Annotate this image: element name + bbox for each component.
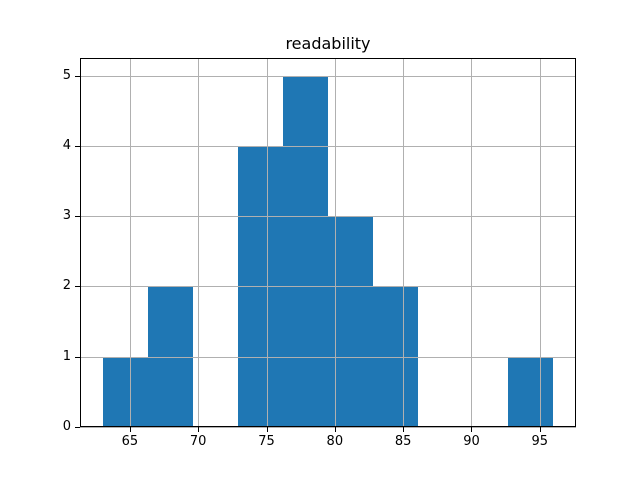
histogram-bar <box>508 356 554 427</box>
y-tick-mark <box>75 427 80 428</box>
y-tick-label: 4 <box>62 137 71 153</box>
histogram-bar <box>282 75 328 427</box>
y-tick-label: 5 <box>62 67 71 83</box>
x-tick-label: 95 <box>531 434 549 449</box>
histogram-bar <box>147 286 193 427</box>
y-gridline <box>80 357 576 358</box>
y-tick-mark <box>75 76 80 77</box>
y-tick-label: 3 <box>62 208 71 224</box>
y-gridline <box>80 427 576 428</box>
y-tick-mark <box>75 357 80 358</box>
x-gridline <box>267 58 268 427</box>
y-gridline <box>80 216 576 217</box>
x-tick-mark <box>267 427 268 432</box>
histogram-bar <box>373 286 419 427</box>
y-tick-mark <box>75 286 80 287</box>
x-tick-mark <box>540 427 541 432</box>
x-tick-label: 90 <box>463 434 480 449</box>
x-tick-label: 75 <box>258 434 275 449</box>
y-tick-label: 0 <box>62 419 71 434</box>
chart-title: readability <box>285 34 371 53</box>
x-gridline <box>130 58 131 427</box>
x-tick-mark <box>471 427 472 432</box>
x-tick-mark <box>403 427 404 432</box>
x-tick-label: 85 <box>394 434 412 449</box>
x-gridline <box>335 58 336 427</box>
y-tick-mark <box>75 146 80 147</box>
x-tick-mark <box>335 427 336 432</box>
y-gridline <box>80 76 576 77</box>
x-tick-mark <box>130 427 131 432</box>
y-tick-label: 1 <box>62 348 71 364</box>
y-tick-mark <box>75 216 80 217</box>
x-gridline <box>540 58 541 427</box>
histogram-bar <box>102 356 148 427</box>
x-tick-label: 70 <box>189 434 207 449</box>
x-gridline <box>471 58 472 427</box>
y-tick-label: 2 <box>62 278 71 294</box>
y-gridline <box>80 146 576 147</box>
x-tick-label: 65 <box>121 434 139 449</box>
x-tick-mark <box>198 427 199 432</box>
x-gridline <box>403 58 404 427</box>
x-gridline <box>198 58 199 427</box>
x-tick-label: 80 <box>326 434 344 449</box>
y-gridline <box>80 286 576 287</box>
